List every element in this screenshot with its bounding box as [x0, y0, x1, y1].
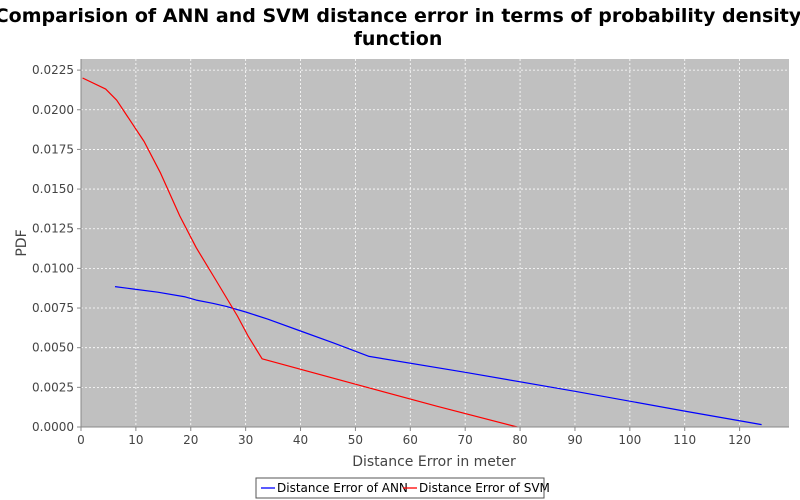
x-tick-label: 110: [673, 433, 696, 447]
x-tick-label: 120: [728, 433, 751, 447]
x-tick-label: 100: [618, 433, 641, 447]
series-line-ann: [114, 286, 762, 426]
series-line-svm: [82, 77, 518, 428]
series-lines: [82, 77, 762, 428]
y-axis-label: PDF: [14, 229, 30, 256]
y-tick-label: 0.0175: [32, 142, 74, 156]
chart-title-line-2: function: [354, 28, 443, 50]
y-tick-label: 0.0125: [32, 222, 74, 236]
chart-title-line-1: Comparision of ANN and SVM distance erro…: [0, 5, 800, 27]
plot-area: [81, 59, 789, 427]
y-tick-label: 0.0150: [32, 182, 74, 196]
legend-label-svm: Distance Error of SVM: [419, 481, 550, 495]
x-tick-label: 0: [77, 433, 85, 447]
y-tick-label: 0.0075: [32, 301, 74, 315]
y-tick-label: 0.0000: [32, 420, 74, 434]
x-tick-label: 90: [567, 433, 582, 447]
x-tick-label: 80: [512, 433, 527, 447]
x-tick-label: 20: [183, 433, 198, 447]
x-tick-label: 70: [458, 433, 473, 447]
x-tick-label: 60: [403, 433, 418, 447]
legend: Distance Error of ANN Distance Error of …: [255, 477, 550, 499]
y-tick-label: 0.0225: [32, 63, 74, 77]
x-tick-label: 10: [128, 433, 143, 447]
x-tick-label: 50: [348, 433, 363, 447]
x-axis-label: Distance Error in meter: [352, 454, 516, 470]
y-tick-label: 0.0100: [32, 261, 74, 275]
x-tick-label: 30: [238, 433, 253, 447]
legend-box: [255, 477, 545, 499]
legend-label-ann: Distance Error of ANN: [277, 481, 408, 495]
grid-lines: [81, 59, 789, 427]
y-tick-label: 0.0050: [32, 341, 74, 355]
x-tick-label: 40: [293, 433, 308, 447]
x-axis-ticks: 0 10 20 30 40 50 60 70 80 90 100 110 120: [77, 427, 751, 447]
y-tick-label: 0.0200: [32, 103, 74, 117]
y-axis-ticks: 0.0000 0.0025 0.0050 0.0075 0.0100 0.0125 0.01…: [32, 63, 81, 434]
y-tick-label: 0.0025: [32, 380, 74, 394]
